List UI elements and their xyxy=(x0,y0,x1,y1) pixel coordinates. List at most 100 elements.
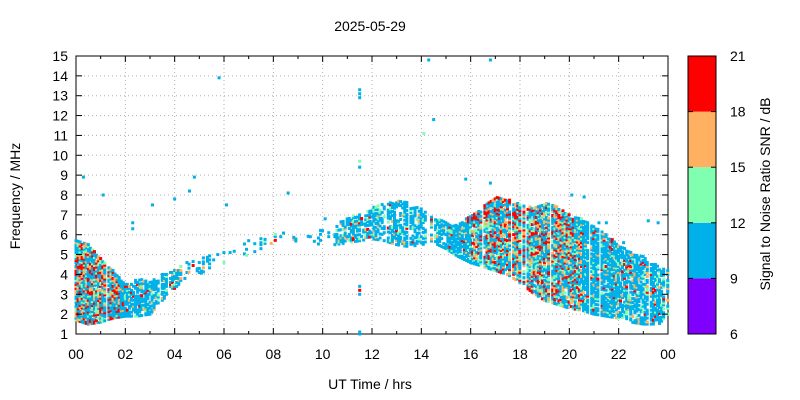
data-point xyxy=(411,218,415,222)
data-point xyxy=(473,232,477,236)
data-point xyxy=(582,295,586,299)
data-point xyxy=(109,293,113,297)
data-point xyxy=(666,304,670,308)
data-point xyxy=(592,237,596,241)
data-point xyxy=(557,233,561,237)
data-point xyxy=(107,300,111,304)
data-point xyxy=(559,258,563,262)
data-point xyxy=(557,209,561,213)
data-point xyxy=(619,249,623,253)
data-point xyxy=(592,245,596,249)
data-point xyxy=(458,253,462,257)
colorbar-band xyxy=(688,278,716,334)
data-point xyxy=(534,261,538,265)
data-point xyxy=(483,245,487,249)
data-point xyxy=(643,318,647,322)
data-point xyxy=(614,244,618,248)
data-point xyxy=(534,257,538,261)
data-point xyxy=(88,268,92,272)
data-point xyxy=(119,303,123,307)
data-point xyxy=(74,296,78,300)
data-point xyxy=(97,320,101,324)
data-point xyxy=(175,276,179,280)
data-point xyxy=(641,310,645,314)
data-point xyxy=(555,258,559,262)
data-point xyxy=(623,258,627,262)
data-point xyxy=(199,269,203,273)
data-point xyxy=(413,228,417,232)
data-point xyxy=(573,248,577,252)
data-point xyxy=(487,201,491,205)
data-point xyxy=(553,204,557,208)
data-point xyxy=(152,294,156,298)
data-point xyxy=(538,244,542,248)
data-point xyxy=(518,233,522,237)
data-point xyxy=(489,211,493,215)
data-point xyxy=(86,251,90,255)
data-point xyxy=(136,290,140,294)
data-point xyxy=(321,229,325,233)
data-point xyxy=(536,245,540,249)
data-point xyxy=(596,273,600,277)
data-point xyxy=(477,239,481,243)
data-point xyxy=(84,286,88,290)
data-point xyxy=(144,289,148,293)
data-point xyxy=(645,263,649,266)
data-point xyxy=(156,295,160,299)
data-point xyxy=(501,253,505,257)
data-point xyxy=(355,221,359,225)
data-point xyxy=(134,284,138,288)
data-point xyxy=(508,236,512,240)
data-point xyxy=(559,222,563,226)
data-point xyxy=(487,209,491,213)
data-point xyxy=(561,215,565,219)
data-point xyxy=(547,274,551,278)
data-point xyxy=(88,258,92,262)
data-point xyxy=(123,290,127,294)
data-point xyxy=(415,241,419,245)
data-point xyxy=(84,254,88,258)
data-point xyxy=(551,255,555,259)
data-point xyxy=(86,306,90,310)
data-point xyxy=(579,227,583,231)
colorbar-tick-label: 18 xyxy=(730,104,746,120)
data-point xyxy=(464,231,468,235)
data-point xyxy=(610,267,614,271)
data-point xyxy=(485,240,489,244)
x-tick-label: 02 xyxy=(118,346,134,362)
data-point xyxy=(542,262,546,266)
data-point xyxy=(386,236,390,240)
data-point xyxy=(582,273,586,277)
data-point xyxy=(637,294,641,298)
y-tick-label: 12 xyxy=(52,108,68,124)
data-point xyxy=(604,247,608,251)
data-point xyxy=(99,259,103,263)
data-point xyxy=(129,310,133,314)
data-point xyxy=(125,282,129,286)
data-point xyxy=(610,240,614,244)
data-point xyxy=(489,213,493,217)
data-point xyxy=(625,265,629,269)
data-point xyxy=(508,202,512,206)
data-point xyxy=(111,302,115,306)
data-point xyxy=(590,290,594,294)
data-point xyxy=(113,316,117,320)
data-point xyxy=(107,288,111,292)
data-point xyxy=(386,216,390,220)
data-point xyxy=(619,285,623,289)
data-point xyxy=(596,257,600,261)
data-point xyxy=(522,262,526,266)
data-point xyxy=(614,270,618,274)
data-point xyxy=(555,253,559,257)
data-point xyxy=(623,304,627,308)
data-point xyxy=(569,261,573,265)
data-point xyxy=(495,255,499,259)
data-point xyxy=(80,288,84,292)
data-point xyxy=(503,208,507,212)
data-point xyxy=(138,294,142,298)
data-point xyxy=(530,207,534,211)
data-point xyxy=(540,271,544,275)
data-point xyxy=(662,303,666,307)
y-tick-label: 11 xyxy=(53,127,68,143)
data-point xyxy=(345,217,349,221)
